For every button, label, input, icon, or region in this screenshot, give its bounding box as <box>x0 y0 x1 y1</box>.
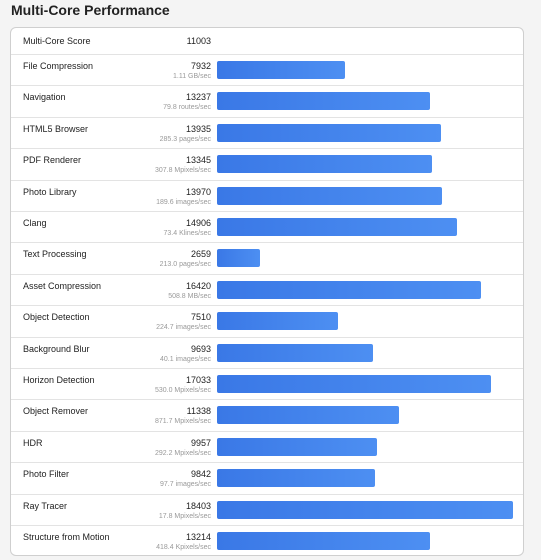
benchmark-row: Clang 14906 73.4 Klines/sec <box>11 211 523 243</box>
benchmark-rate: 17.8 Mpixels/sec <box>158 512 211 520</box>
benchmark-row: PDF Renderer 13345 307.8 Mpixels/sec <box>11 148 523 180</box>
benchmark-score: 7510 <box>190 312 211 323</box>
score-bar <box>217 375 491 393</box>
summary-score: 11003 <box>186 36 211 46</box>
benchmark-name: Ray Tracer <box>23 500 68 511</box>
benchmark-row: Photo Filter 9842 97.7 images/sec <box>11 462 523 494</box>
benchmark-name: Object Detection <box>23 312 90 323</box>
benchmark-rate: 189.6 images/sec <box>156 198 211 206</box>
benchmark-row: Structure from Motion 13214 418.4 Kpixels/… <box>11 525 523 555</box>
benchmark-row: Navigation 13237 79.8 routes/sec <box>11 85 523 117</box>
score-bar <box>217 186 442 205</box>
benchmark-name: Photo Library <box>23 186 77 197</box>
score-bar <box>217 92 430 111</box>
score-bar <box>217 312 338 331</box>
benchmark-row: Ray Tracer 18403 17.8 Mpixels/sec <box>11 493 523 526</box>
benchmark-name: Horizon Detection <box>23 375 95 385</box>
benchmark-rate: 418.4 Kpixels/sec <box>156 544 211 551</box>
benchmark-score: 14906 <box>185 218 211 228</box>
benchmark-row: Object Detection 7510 224.7 images/sec <box>11 305 523 337</box>
benchmark-score: 18403 <box>185 500 211 511</box>
benchmark-name: Background Blur <box>23 343 90 354</box>
benchmark-rate: 285.3 pages/sec <box>159 135 211 143</box>
benchmark-rate: 213.0 pages/sec <box>159 261 211 269</box>
benchmark-score: 9693 <box>190 343 211 354</box>
score-bar <box>217 406 400 425</box>
score-bar <box>217 280 482 299</box>
score-bar <box>217 155 432 174</box>
benchmark-name: HDR <box>23 437 43 448</box>
score-bar <box>217 343 373 362</box>
benchmark-rate: 73.4 Klines/sec <box>163 230 211 237</box>
benchmark-score: 17033 <box>185 375 211 385</box>
benchmark-rate: 1.11 GB/sec <box>172 73 211 80</box>
benchmark-rate: 79.8 routes/sec <box>163 104 211 112</box>
benchmark-rate: 224.7 images/sec <box>156 324 211 332</box>
title: Multi-Core Performance <box>11 2 170 18</box>
benchmark-rate: 307.8 Mpixels/sec <box>154 167 211 175</box>
benchmark-row: Text Processing 2659 213.0 pages/sec <box>11 242 523 274</box>
benchmark-name: File Compression <box>23 61 94 71</box>
benchmark-score: 11338 <box>186 406 211 417</box>
benchmark-row: Horizon Detection 17033 530.0 Mpixels/sec <box>11 368 523 400</box>
benchmark-row: Photo Library 13970 189.6 images/sec <box>11 179 523 212</box>
benchmark-rate: 292.2 Mpixels/sec <box>154 449 211 457</box>
benchmark-score: 13935 <box>185 123 211 134</box>
benchmark-name: HTML5 Browser <box>23 123 89 134</box>
benchmark-score: 7932 <box>190 61 211 71</box>
benchmark-score: 13970 <box>185 186 211 197</box>
benchmark-name: Text Processing <box>23 249 87 260</box>
benchmark-score: 9957 <box>190 437 211 448</box>
score-bar <box>217 123 442 142</box>
benchmark-row: HTML5 Browser 13935 285.3 pages/sec <box>11 116 523 149</box>
summary-row: Multi-Core Score 11003 <box>11 28 523 54</box>
benchmark-rate: 508.8 MB/sec <box>168 292 211 300</box>
benchmark-name: Photo Filter <box>23 469 70 480</box>
benchmark-score: 13345 <box>185 155 211 166</box>
benchmark-rate: 97.7 images/sec <box>160 481 211 489</box>
score-bar <box>217 469 376 488</box>
benchmark-row: Background Blur 9693 40.1 images/sec <box>11 336 523 369</box>
benchmark-row: Asset Compression 16420 508.8 MB/sec <box>11 273 523 306</box>
summary-label: Multi-Core Score <box>23 36 91 46</box>
score-bar <box>217 437 378 456</box>
benchmark-name: Asset Compression <box>23 280 102 291</box>
benchmark-row: File Compression 7932 1.11 GB/sec <box>11 54 523 86</box>
benchmark-name: PDF Renderer <box>23 155 82 166</box>
score-bar <box>217 61 345 79</box>
benchmark-name: Structure from Motion <box>23 532 110 542</box>
score-bar <box>217 532 430 550</box>
benchmark-row: Object Remover 11338 871.7 Mpixels/sec <box>11 399 523 431</box>
benchmark-rate: 871.7 Mpixels/sec <box>154 418 211 426</box>
benchmark-name: Clang <box>23 218 47 228</box>
score-bar <box>217 218 457 236</box>
benchmark-name: Navigation <box>23 92 66 103</box>
benchmark-rate: 530.0 Mpixels/sec <box>154 387 211 394</box>
benchmark-score: 2659 <box>190 249 211 260</box>
benchmark-score: 13214 <box>185 532 211 542</box>
score-bar <box>217 249 260 268</box>
benchmark-score: 13237 <box>185 92 211 103</box>
results-card: Multi-Core Score 11003 File Compression 7… <box>10 27 524 556</box>
benchmark-row: HDR 9957 292.2 Mpixels/sec <box>11 430 523 463</box>
benchmark-rate: 40.1 images/sec <box>160 355 211 363</box>
benchmark-score: 16420 <box>185 280 211 291</box>
benchmark-name: Object Remover <box>23 406 89 417</box>
benchmark-score: 9842 <box>190 469 211 480</box>
score-bar <box>217 500 513 519</box>
